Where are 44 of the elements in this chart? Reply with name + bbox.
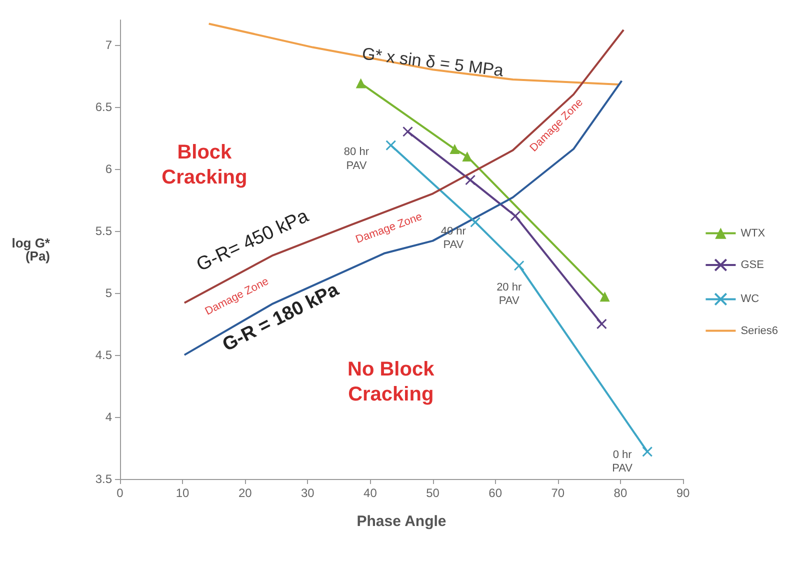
annotation: G-R= 450 kPa <box>193 206 312 276</box>
annotation: No Block Cracking <box>348 358 436 406</box>
legend-label: GSE <box>740 259 764 271</box>
legend-label: WTX <box>740 227 766 240</box>
x-tick-label: 50 <box>426 486 440 500</box>
x-tick-label: 90 <box>676 486 690 500</box>
x-tick-label: 70 <box>551 486 565 500</box>
x-tick-label: 40 <box>364 486 378 500</box>
point <box>386 140 396 151</box>
point <box>356 78 366 88</box>
point <box>600 292 610 302</box>
y-tick-label: 3.5 <box>95 472 112 486</box>
point <box>642 446 653 457</box>
point <box>596 318 607 330</box>
x-tick-label: 30 <box>300 486 315 500</box>
y-tick-label: 5.5 <box>95 224 112 238</box>
y-tick-label: 4 <box>105 410 112 424</box>
x-tick-label: 80 <box>614 486 628 500</box>
legend-label: Series6 <box>740 324 778 337</box>
legend-label: WC <box>740 293 760 306</box>
y-tick-label: 5 <box>105 286 112 300</box>
annotation: 0 hr PAV <box>612 448 634 475</box>
y-tick-label: 4.5 <box>95 348 112 362</box>
y-axis-title: log G* (Pa) <box>12 236 51 264</box>
point <box>514 260 524 271</box>
point <box>462 151 472 162</box>
annotation: Block Cracking <box>162 142 248 189</box>
y-tick-label: 6.5 <box>95 100 112 114</box>
point <box>402 126 414 137</box>
line-series <box>208 22 620 86</box>
point <box>450 144 460 154</box>
x-tick-label: 10 <box>176 486 190 500</box>
x-tick-label: 60 <box>488 486 502 500</box>
point <box>465 174 476 186</box>
annotation: 20 hr PAV <box>496 281 522 308</box>
point <box>510 210 521 222</box>
annotation: G* x sin δ = 5 MPa <box>361 44 506 80</box>
y-tick-label: 7 <box>105 38 112 52</box>
x-axis-title: Phase Angle <box>356 513 446 530</box>
x-tick-label: 0 <box>116 486 124 500</box>
annotation: 80 hr PAV <box>344 146 370 172</box>
x-tick-label: 20 <box>238 486 252 500</box>
point <box>470 216 481 228</box>
y-tick-label: 6 <box>105 162 112 176</box>
